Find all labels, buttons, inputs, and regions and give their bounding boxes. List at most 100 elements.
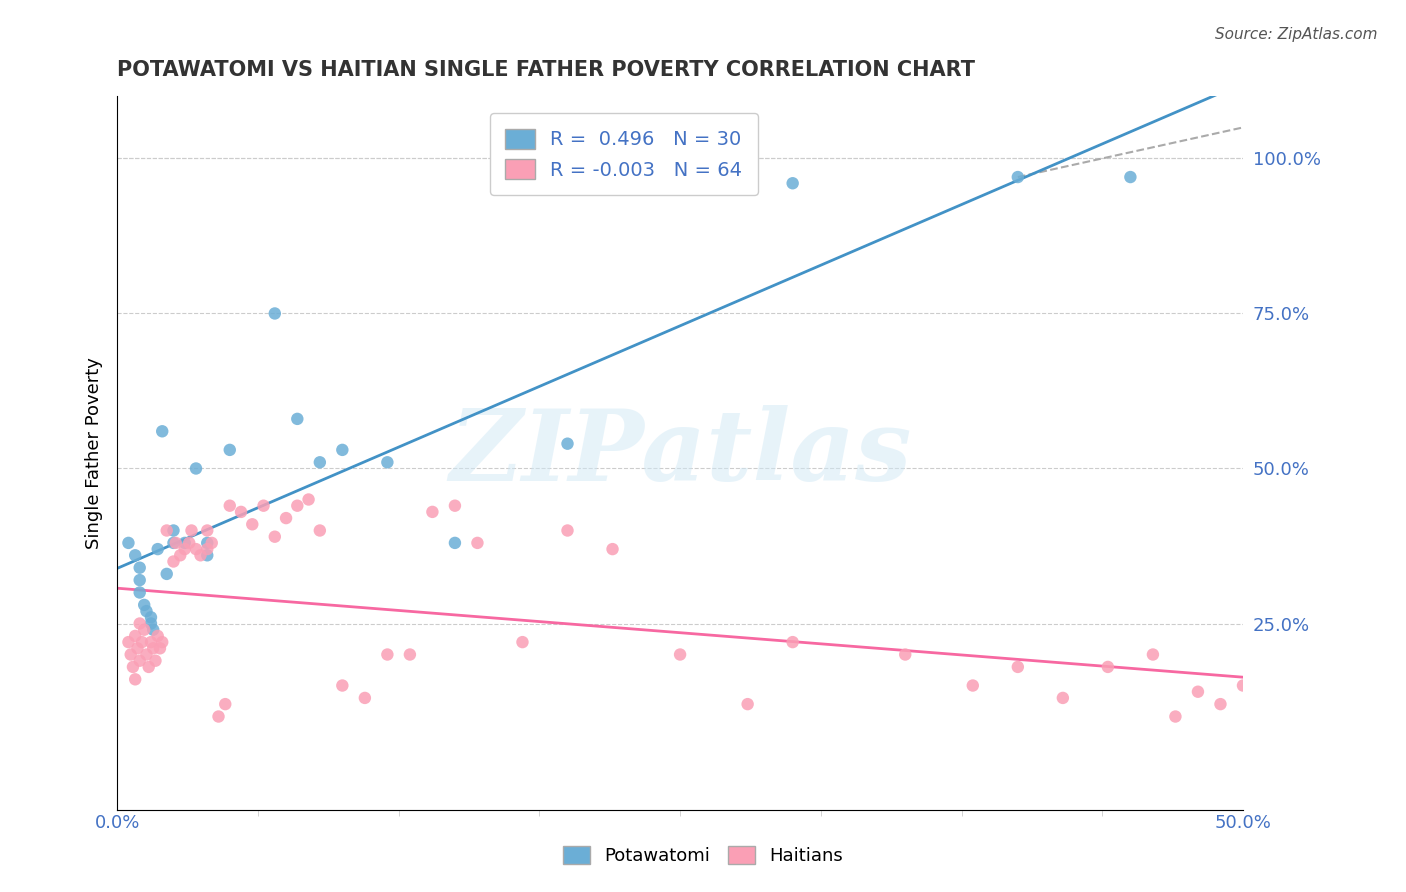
Point bbox=[169, 549, 191, 563]
Point bbox=[124, 629, 146, 643]
Point bbox=[145, 654, 167, 668]
Point bbox=[150, 635, 173, 649]
Point bbox=[467, 536, 489, 550]
Point bbox=[557, 524, 579, 538]
Point bbox=[962, 679, 984, 693]
Point bbox=[195, 536, 218, 550]
Point bbox=[142, 641, 165, 656]
Point bbox=[782, 176, 804, 190]
Point bbox=[139, 635, 162, 649]
Point bbox=[218, 499, 240, 513]
Point bbox=[122, 660, 145, 674]
Point bbox=[218, 442, 240, 457]
Point bbox=[124, 673, 146, 687]
Point bbox=[184, 461, 207, 475]
Point bbox=[201, 536, 224, 550]
Point bbox=[1164, 709, 1187, 723]
Point bbox=[274, 511, 297, 525]
Point bbox=[127, 641, 149, 656]
Point bbox=[195, 524, 218, 538]
Point bbox=[138, 660, 160, 674]
Legend: R =  0.496   N = 30, R = -0.003   N = 64: R = 0.496 N = 30, R = -0.003 N = 64 bbox=[489, 113, 758, 195]
Point bbox=[354, 690, 377, 705]
Legend: Potawatomi, Haitians: Potawatomi, Haitians bbox=[554, 837, 852, 874]
Point bbox=[207, 709, 229, 723]
Point bbox=[252, 499, 274, 513]
Point bbox=[308, 455, 330, 469]
Point bbox=[297, 492, 319, 507]
Point bbox=[165, 536, 187, 550]
Point bbox=[214, 697, 236, 711]
Point bbox=[1142, 648, 1164, 662]
Point bbox=[195, 542, 218, 557]
Point bbox=[162, 554, 184, 568]
Text: Source: ZipAtlas.com: Source: ZipAtlas.com bbox=[1215, 27, 1378, 42]
Point bbox=[149, 641, 172, 656]
Point bbox=[330, 442, 353, 457]
Point bbox=[117, 536, 139, 550]
Point bbox=[1052, 690, 1074, 705]
Point bbox=[156, 566, 179, 581]
Point bbox=[782, 635, 804, 649]
Point bbox=[263, 530, 285, 544]
Point bbox=[1119, 169, 1142, 184]
Point bbox=[444, 536, 467, 550]
Point bbox=[263, 306, 285, 320]
Point bbox=[179, 536, 201, 550]
Point bbox=[512, 635, 534, 649]
Point bbox=[195, 549, 218, 563]
Text: ZIPatlas: ZIPatlas bbox=[449, 405, 911, 501]
Point bbox=[134, 623, 156, 637]
Point bbox=[128, 573, 150, 587]
Point bbox=[156, 524, 179, 538]
Point bbox=[184, 542, 207, 557]
Point bbox=[124, 549, 146, 563]
Point bbox=[173, 542, 195, 557]
Point bbox=[150, 425, 173, 439]
Point bbox=[190, 549, 212, 563]
Point bbox=[139, 610, 162, 624]
Point bbox=[669, 648, 692, 662]
Point bbox=[146, 629, 169, 643]
Point bbox=[1097, 660, 1119, 674]
Point bbox=[120, 648, 142, 662]
Point bbox=[444, 499, 467, 513]
Point bbox=[1209, 697, 1232, 711]
Point bbox=[557, 436, 579, 450]
Point bbox=[330, 679, 353, 693]
Point bbox=[128, 560, 150, 574]
Point bbox=[135, 648, 157, 662]
Text: POTAWATOMI VS HAITIAN SINGLE FATHER POVERTY CORRELATION CHART: POTAWATOMI VS HAITIAN SINGLE FATHER POVE… bbox=[117, 60, 976, 79]
Y-axis label: Single Father Poverty: Single Father Poverty bbox=[86, 357, 103, 549]
Point bbox=[285, 499, 308, 513]
Point bbox=[1232, 679, 1254, 693]
Point bbox=[308, 524, 330, 538]
Point bbox=[117, 635, 139, 649]
Point bbox=[240, 517, 263, 532]
Point bbox=[377, 648, 399, 662]
Point bbox=[128, 616, 150, 631]
Point bbox=[162, 536, 184, 550]
Point bbox=[128, 654, 150, 668]
Point bbox=[139, 616, 162, 631]
Point bbox=[399, 648, 422, 662]
Point bbox=[162, 524, 184, 538]
Point bbox=[422, 505, 444, 519]
Point bbox=[229, 505, 252, 519]
Point bbox=[285, 412, 308, 426]
Point bbox=[1007, 169, 1029, 184]
Point bbox=[1187, 684, 1209, 698]
Point bbox=[1007, 660, 1029, 674]
Point bbox=[142, 623, 165, 637]
Point bbox=[134, 598, 156, 612]
Point bbox=[180, 524, 202, 538]
Point bbox=[602, 542, 624, 557]
Point bbox=[131, 635, 153, 649]
Point bbox=[173, 536, 195, 550]
Point bbox=[894, 648, 917, 662]
Point bbox=[135, 604, 157, 618]
Point bbox=[377, 455, 399, 469]
Point bbox=[737, 697, 759, 711]
Point bbox=[146, 542, 169, 557]
Point bbox=[128, 585, 150, 599]
